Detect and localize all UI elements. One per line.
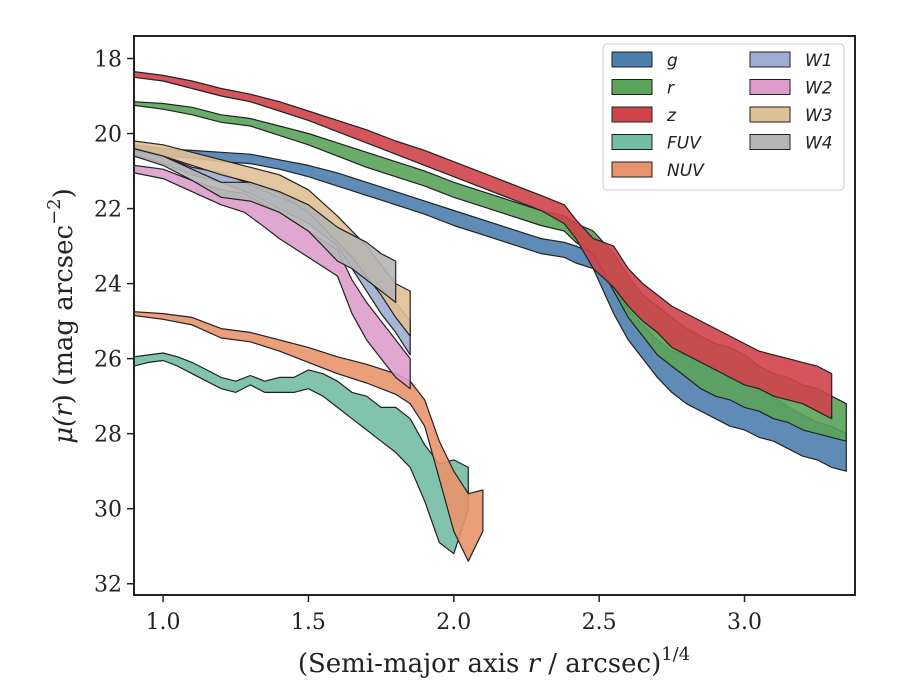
y-tick-label: 32: [94, 573, 122, 598]
legend-swatch-w3: [749, 106, 791, 123]
band-fuv: [134, 352, 469, 555]
legend: grz FUV NUV W1 W2 W3 W4: [602, 43, 845, 191]
legend-swatch-r: [611, 79, 653, 95]
x-tick-label: 2.5: [582, 610, 617, 635]
x-tick-label: 1.5: [291, 610, 326, 635]
legend-label-g: g: [667, 51, 678, 71]
band-r: [134, 101, 847, 442]
legend-label-z: z: [666, 106, 677, 126]
legend-swatch-fuv: [611, 134, 653, 150]
band-w4: [134, 148, 397, 303]
legend-swatch-nuv: [611, 161, 653, 178]
x-tick-label: 1.0: [146, 610, 181, 635]
legend-label-w4: W4: [805, 134, 833, 154]
legend-swatch-w2: [749, 79, 791, 95]
legend-label-w2: W2: [805, 79, 833, 99]
band-g: [134, 144, 847, 472]
y-tick-label: 20: [94, 123, 122, 148]
legend-label-fuv: FUV: [667, 134, 702, 154]
x-axis-label: (Semi-major axis r / arcsec)1/4: [298, 644, 690, 679]
x-tick-label: 3.0: [727, 610, 762, 635]
legend-swatch-z: [611, 106, 653, 123]
plot-frame: [133, 35, 856, 596]
y-tick-label: 26: [94, 348, 122, 373]
x-ticks: 1.0 1.5 2.0 2.5 3.0: [146, 595, 762, 635]
y-ticks: 18 20 22 24 26 28 30 32: [94, 48, 134, 598]
legend-swatch-w1: [749, 51, 791, 68]
y-tick-label: 18: [94, 48, 122, 73]
legend-label-r: r: [667, 79, 675, 99]
band-z: [134, 71, 833, 420]
x-tick-label: 2.0: [436, 610, 471, 635]
y-axis-label: μ(r) (mag arcsec−2): [44, 188, 79, 444]
y-tick-label: 28: [94, 423, 122, 448]
legend-label-w1: W1: [805, 51, 833, 71]
band-nuv: [134, 311, 484, 562]
legend-swatch-g: [611, 51, 653, 68]
legend-label-w3: W3: [805, 106, 833, 126]
y-tick-label: 22: [94, 198, 122, 223]
y-tick-label: 24: [94, 273, 122, 298]
legend-swatch-w4: [749, 134, 791, 150]
legend-label-nuv: NUV: [667, 161, 705, 181]
y-tick-label: 30: [94, 498, 122, 523]
profile-bands: [134, 71, 847, 562]
